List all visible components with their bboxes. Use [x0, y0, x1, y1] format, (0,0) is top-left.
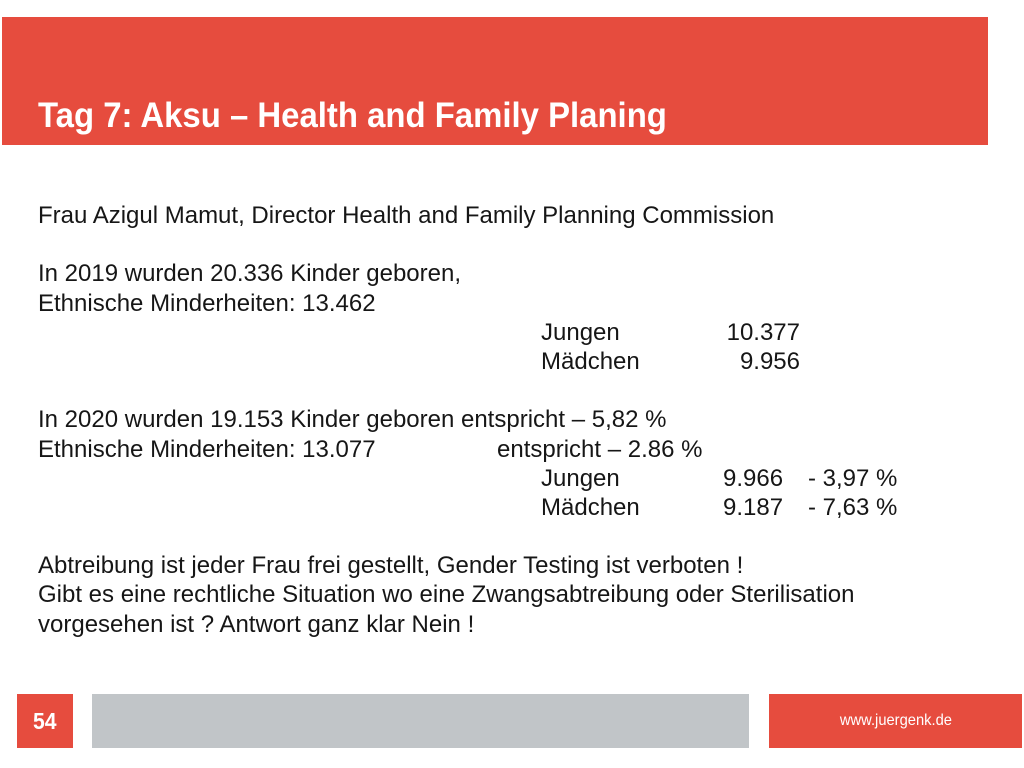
- stat-percent: - 3,97 %: [808, 464, 898, 492]
- stat-label: Mädchen: [541, 493, 640, 521]
- stat-label: Jungen: [541, 464, 620, 492]
- stats-2020-line2-left: Ethnische Minderheiten: 13.077: [38, 435, 376, 463]
- closing-line-3: vorgesehen ist ? Antwort ganz klar Nein …: [38, 610, 475, 638]
- stat-value: 9.966: [723, 464, 784, 492]
- intro-line: Frau Azigul Mamut, Director Health and F…: [38, 202, 775, 229]
- title-banner: Tag 7: Aksu – Health and Family Planing: [2, 17, 988, 145]
- paragraph-spacer: [38, 230, 998, 259]
- stats-2019-line2: Ethnische Minderheiten: 13.462: [38, 289, 376, 317]
- paragraph-spacer: [38, 522, 998, 551]
- slide-title: Tag 7: Aksu – Health and Family Planing: [38, 96, 667, 135]
- stats-2019-line1: In 2019 wurden 20.336 Kinder geboren,: [38, 260, 461, 288]
- page-number-badge: 54: [17, 694, 73, 748]
- stats-2020-line2: Ethnische Minderheiten: 13.077 entsprich…: [38, 435, 998, 464]
- stat-row-2020-boys: Jungen 9.966 - 3,97 %: [38, 464, 998, 493]
- slide-body: Frau Azigul Mamut, Director Health and F…: [38, 201, 998, 639]
- paragraph-spacer: [38, 376, 998, 405]
- stat-value: 9.187: [723, 493, 784, 521]
- stat-percent: - 7,63 %: [808, 493, 898, 521]
- stat-label: Mädchen: [541, 347, 640, 375]
- footer-decoration-bar: [92, 694, 749, 748]
- stats-2020-line1: In 2020 wurden 19.153 Kinder geboren ent…: [38, 406, 667, 434]
- stat-row-2019-girls: Mädchen 9.956: [38, 347, 998, 376]
- stat-row-2019-boys: Jungen 10.377: [38, 318, 998, 347]
- page-number: 54: [33, 707, 57, 734]
- stat-value: 9.956: [739, 347, 800, 375]
- closing-line-1: Abtreibung ist jeder Frau frei gestellt,…: [38, 552, 744, 580]
- stats-2020-line2-right: entspricht – 2.86 %: [497, 435, 703, 463]
- closing-line-2: Gibt es eine rechtliche Situation wo ein…: [38, 581, 855, 609]
- website-badge[interactable]: www.juergenk.de: [769, 694, 1022, 748]
- website-link-text: www.juergenk.de: [839, 712, 952, 729]
- stat-row-2020-girls: Mädchen 9.187 - 7,63 %: [38, 493, 998, 522]
- stat-label: Jungen: [541, 318, 620, 346]
- stat-value: 10.377: [726, 318, 800, 346]
